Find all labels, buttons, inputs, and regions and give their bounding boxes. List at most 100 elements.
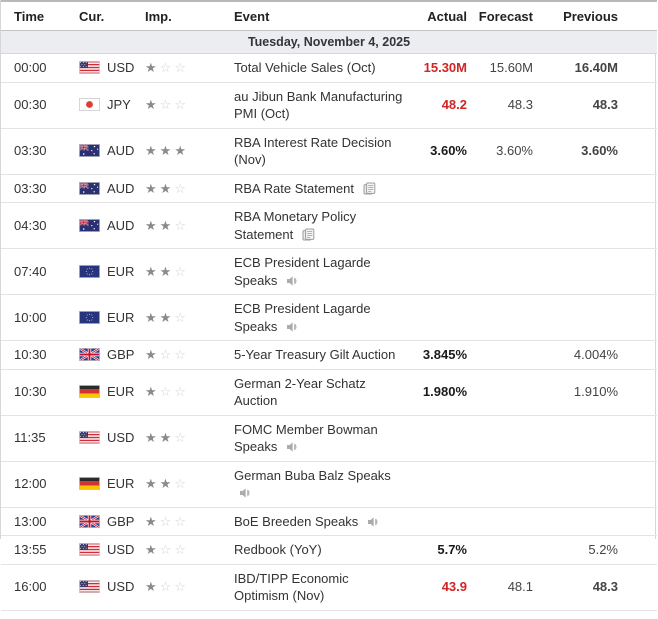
star-filled-icon: ★ [145, 384, 157, 400]
forecast-value [471, 461, 538, 508]
event-name[interactable]: German 2-Year Schatz Auction [234, 375, 366, 409]
actual-value [410, 294, 471, 341]
actual-value: 43.9 [410, 564, 471, 611]
partial-next-row [1, 610, 657, 619]
row-spacer [621, 369, 657, 416]
forecast-value [471, 248, 538, 295]
table-row[interactable]: 00:00 USD ★ ☆ ☆ Total Vehicle Sales (Oct) … [1, 53, 657, 83]
de-flag-icon [79, 477, 100, 491]
actual-value: 1.980% [410, 369, 471, 416]
event-name[interactable]: ECB President Lagarde Speaks [234, 301, 371, 334]
table-row[interactable]: 16:00 USD ★ ☆ ☆ IBD/TIPP Economic Optimism… [1, 564, 657, 611]
event-name[interactable]: au Jibun Bank Manufacturing PMI (Oct) [234, 88, 403, 122]
previous-value: 1.910% [538, 369, 621, 416]
event-name[interactable]: Redbook (YoY) [234, 542, 322, 557]
star-filled-icon: ★ [145, 579, 157, 595]
speaker-icon[interactable] [367, 516, 382, 528]
event-name[interactable]: ECB President Lagarde Speaks [234, 255, 371, 288]
column-header-time: Time [1, 0, 71, 31]
table-row[interactable]: 03:30 AUD ★ ★ ☆ RBA Rate Statement [1, 174, 657, 203]
event-name[interactable]: German Buba Balz Speaks [234, 467, 391, 483]
previous-value [538, 461, 621, 508]
star-empty-icon: ☆ [174, 180, 186, 196]
table-row[interactable]: 10:00 EUR ★ ★ ☆ ECB President Lagarde Spea… [1, 294, 657, 341]
table-row[interactable]: 11:35 USD ★ ★ ☆ FOMC Member Bowman Speaks [1, 415, 657, 462]
column-header-actual: Actual [410, 0, 471, 31]
us-flag-icon [79, 543, 100, 556]
table-row[interactable]: 00:30 JPY ★ ☆ ☆ au Jibun Bank Manufacturin… [1, 82, 657, 129]
star-empty-icon: ☆ [159, 542, 172, 557]
event-name[interactable]: 5-Year Treasury Gilt Auction [234, 347, 396, 362]
table-row[interactable]: 03:30 AUD ★ ★ ★ RBA Interest Rate Decision… [1, 128, 657, 175]
importance-stars: ★ ☆ ☆ [137, 82, 229, 129]
row-spacer [621, 507, 657, 536]
event-name[interactable]: RBA Interest Rate Decision (Nov) [234, 134, 392, 168]
forecast-value [471, 369, 538, 416]
gb-flag-icon [79, 514, 100, 528]
event-name[interactable]: IBD/TIPP Economic Optimism (Nov) [234, 570, 349, 604]
currency-code: GBP [107, 513, 135, 529]
event-name[interactable]: RBA Monetary Policy Statement [234, 209, 357, 242]
event-name[interactable]: FOMC Member Bowman Speaks [234, 421, 378, 455]
previous-value: 3.60% [538, 128, 621, 175]
star-filled-icon: ★ [145, 542, 157, 557]
star-filled-icon: ★ [159, 476, 172, 492]
event-name[interactable]: BoE Breeden Speaks [234, 513, 359, 529]
currency-code: USD [107, 542, 135, 557]
event-name[interactable]: Total Vehicle Sales (Oct) [234, 60, 376, 75]
forecast-value [471, 507, 538, 536]
us-flag-icon [79, 580, 100, 594]
event-time: 03:30 [1, 174, 71, 203]
star-filled-icon: ★ [145, 217, 157, 233]
importance-stars: ★ ☆ ☆ [137, 53, 229, 83]
previous-value: 5.2% [538, 535, 621, 565]
eu-flag-icon [79, 310, 100, 324]
row-spacer [621, 82, 657, 129]
forecast-value: 48.1 [471, 564, 538, 611]
table-row[interactable]: 10:30 GBP ★ ☆ ☆ 5-Year Treasury Gilt Aucti… [1, 340, 657, 370]
star-filled-icon: ★ [159, 309, 172, 325]
speaker-icon[interactable] [239, 487, 254, 499]
table-row[interactable]: 12:00 EUR ★ ★ ☆ German Buba Balz Speaks [1, 461, 657, 508]
table-row[interactable]: 13:55 USD ★ ☆ ☆ Redbook (YoY) 5.7% 5.2% [1, 535, 657, 565]
row-spacer [621, 461, 657, 508]
star-filled-icon: ★ [159, 263, 172, 279]
event-time: 16:00 [1, 564, 71, 611]
de-flag-icon [79, 385, 100, 399]
currency-code: EUR [107, 476, 135, 492]
actual-value [410, 415, 471, 462]
previous-value: 48.3 [538, 564, 621, 611]
report-icon[interactable] [302, 228, 315, 241]
star-empty-icon: ☆ [174, 60, 186, 75]
star-filled-icon: ★ [145, 347, 157, 362]
star-filled-icon: ★ [145, 513, 157, 529]
speaker-icon[interactable] [286, 275, 301, 287]
currency-code: USD [107, 60, 135, 75]
table-row[interactable]: 10:30 EUR ★ ☆ ☆ German 2-Year Schatz Aucti… [1, 369, 657, 416]
au-flag-icon [79, 144, 100, 158]
forecast-value: 15.60M [471, 53, 538, 83]
star-filled-icon: ★ [145, 60, 157, 75]
previous-value [538, 294, 621, 341]
event-time: 04:30 [1, 202, 71, 249]
event-time: 00:30 [1, 82, 71, 129]
event-name[interactable]: RBA Rate Statement [234, 180, 354, 196]
star-empty-icon: ☆ [174, 309, 186, 325]
importance-stars: ★ ★ ★ [137, 128, 229, 175]
speaker-icon[interactable] [286, 441, 301, 453]
table-header: Time Cur. Imp. Event Actual Forecast Pre… [1, 0, 657, 31]
star-filled-icon: ★ [174, 143, 186, 159]
event-time: 10:00 [1, 294, 71, 341]
star-empty-icon: ☆ [159, 513, 172, 529]
importance-stars: ★ ☆ ☆ [137, 369, 229, 416]
table-row[interactable]: 04:30 AUD ★ ★ ☆ RBA Monetary Policy Statem… [1, 202, 657, 249]
star-empty-icon: ☆ [174, 217, 186, 233]
table-row[interactable]: 13:00 GBP ★ ☆ ☆ BoE Breeden Speaks [1, 507, 657, 536]
report-icon[interactable] [363, 182, 376, 195]
gb-flag-icon [79, 348, 100, 361]
table-row[interactable]: 07:40 EUR ★ ★ ☆ ECB President Lagarde Spea… [1, 248, 657, 295]
row-spacer [621, 294, 657, 341]
column-header-event: Event [229, 0, 410, 31]
speaker-icon[interactable] [286, 321, 301, 333]
star-empty-icon: ☆ [174, 97, 186, 113]
